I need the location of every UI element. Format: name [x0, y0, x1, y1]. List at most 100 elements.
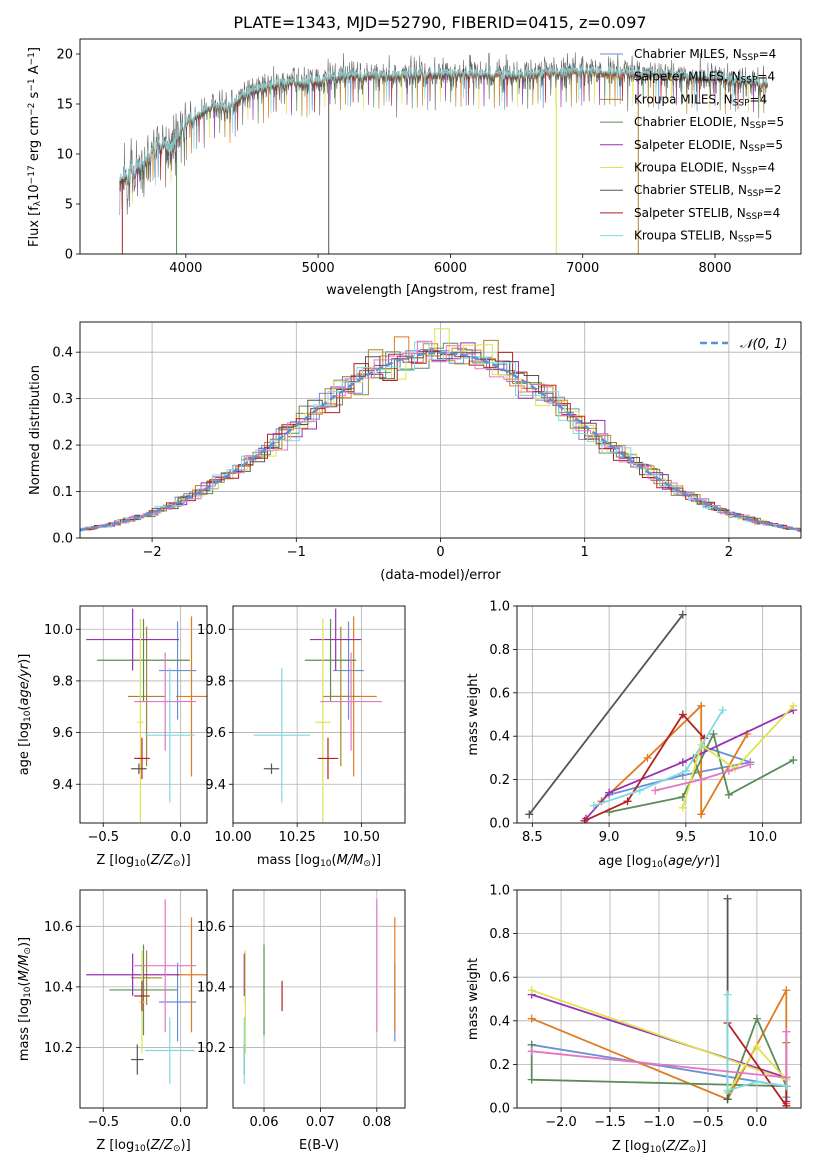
y-tick-label: 0.0 — [489, 817, 510, 832]
x-tick-label: 10.00 — [214, 830, 251, 845]
panel-mass_vs_Z: −0.5 0.0 10.2 10.4 10.6 Z [log10(Z/Z⊙)] mass [… — [17, 889, 208, 1154]
x-tick-label: 4000 — [169, 261, 202, 276]
plot-area — [119, 52, 768, 254]
axes-frame — [232, 605, 406, 824]
y-tick-label: 9.4 — [205, 778, 226, 793]
legend-entry: Kroupa ELODIE, NSSP=4 — [634, 161, 775, 177]
error-bar-point — [134, 737, 150, 780]
error-bar-point — [128, 626, 166, 767]
weight-marker — [678, 758, 687, 767]
y-tick-label: 0.6 — [489, 971, 510, 986]
weight-marker — [782, 1073, 791, 1082]
error-bar-point — [134, 899, 197, 1033]
y-axis-label: mass weight — [466, 673, 481, 755]
plot-area — [86, 608, 207, 823]
y-tick-label: 0.6 — [489, 686, 510, 701]
y-tick-label: 9.6 — [205, 726, 226, 741]
weight-marker — [635, 786, 644, 795]
weight-marker — [789, 701, 798, 710]
legend-entry: Kroupa STELIB, NSSP=5 — [634, 229, 772, 245]
x-tick-label: −1 — [287, 545, 306, 560]
x-tick-label: 10.25 — [279, 830, 316, 845]
x-tick-label: 5000 — [302, 261, 335, 276]
y-axis-label: age [log10(age/yr)] — [17, 654, 33, 776]
weight-marker — [678, 610, 687, 619]
error-bar-point — [322, 626, 359, 767]
y-tick-label: 10.6 — [44, 920, 73, 935]
error-bar-point — [263, 763, 280, 774]
y-tick-label: 9.8 — [205, 674, 226, 689]
weight-marker — [782, 1027, 791, 1036]
panel-weights_vs_age: 8.5 9.0 9.5 10.0 0.0 0.2 0.4 0.6 0.8 1.0 age [log1… — [466, 600, 802, 870]
weight-marker — [527, 986, 536, 995]
error-bar-point — [145, 1017, 195, 1084]
axes-frame — [79, 889, 208, 1109]
weight-series-line — [726, 994, 787, 1092]
weight-marker — [789, 756, 798, 765]
legend-entry: Chabrier ELODIE, NSSP=5 — [634, 115, 784, 131]
x-tick-label: 0.0 — [170, 830, 191, 845]
weight-marker — [580, 816, 589, 823]
weight-marker — [697, 810, 706, 819]
error-bar-point — [304, 618, 357, 702]
y-tick-label: 10 — [56, 148, 73, 163]
error-bar-point — [137, 618, 144, 823]
y-axis-label: Normed distribution — [28, 365, 43, 495]
weight-series-line — [593, 709, 724, 807]
weight-marker — [623, 797, 632, 806]
error-bar-point — [134, 652, 197, 751]
weight-marker — [723, 990, 732, 999]
legend-entry: Salpeter ELODIE, NSSP=5 — [634, 138, 783, 154]
x-tick-label: 2 — [725, 545, 733, 560]
x-tick-label: 10.50 — [343, 830, 380, 845]
y-axis-label: Flux [fλ10−17 erg cm−2 s−1 A−1] — [27, 47, 43, 247]
weight-series-line — [608, 746, 754, 796]
panel-residuals: −2 −1 0 1 2 0.0 0.1 0.2 0.3 0.4 (data-model)/error… — [28, 321, 802, 583]
weight-marker — [527, 1075, 536, 1084]
x-tick-label: 0.06 — [250, 1115, 279, 1130]
weight-series-line — [528, 614, 684, 815]
x-tick-label: −2.0 — [545, 1115, 577, 1130]
y-tick-label: 20 — [56, 48, 73, 63]
weight-marker — [678, 710, 687, 719]
error-bar-point — [315, 618, 331, 823]
x-tick-label: 8.5 — [522, 830, 543, 845]
error-bar-point — [158, 621, 197, 720]
weight-marker — [724, 790, 733, 799]
x-tick-label: 10.0 — [748, 830, 777, 845]
x-tick-label: 0.0 — [170, 1115, 191, 1130]
x-axis-label: E(B-V) — [299, 1138, 339, 1153]
legend: Chabrier MILES, NSSP=4 Salpeter MILES, NS… — [600, 47, 784, 245]
y-tick-label: 1.0 — [489, 600, 510, 615]
x-tick-label: −0.5 — [87, 830, 119, 845]
figure-title: PLATE=1343, MJD=52790, FIBERID=0415, z=0… — [233, 13, 646, 32]
weight-marker — [746, 760, 755, 769]
legend-entry: 𝒩(0, 1) — [740, 337, 787, 352]
y-tick-label: 0.0 — [489, 1102, 510, 1117]
error-bar-point — [333, 621, 364, 720]
y-tick-label: 0.4 — [52, 346, 73, 361]
x-tick-label: 9.5 — [676, 830, 697, 845]
legend-entry: Chabrier STELIB, NSSP=2 — [634, 183, 782, 199]
weight-marker — [752, 1042, 761, 1051]
axes-frame — [79, 38, 802, 255]
y-tick-label: 10.0 — [44, 623, 73, 638]
y-tick-label: 10.2 — [44, 1041, 73, 1056]
weight-series-line — [681, 705, 794, 809]
panel-age_vs_mass: 10.00 10.25 10.50 9.4 9.6 9.8 10.0 mass [log10(… — [197, 605, 406, 869]
plot-area — [86, 899, 207, 1084]
y-tick-label: 5 — [65, 198, 73, 213]
axes-frame — [232, 889, 406, 1109]
x-tick-label: 0.08 — [362, 1115, 391, 1130]
weight-marker — [651, 786, 660, 795]
error-bar-point — [317, 737, 339, 780]
plot-area — [253, 608, 382, 823]
legend-entry: Salpeter STELIB, NSSP=4 — [634, 206, 780, 222]
x-tick-label: 8000 — [698, 261, 731, 276]
weight-marker — [724, 766, 733, 775]
x-tick-label: 0 — [436, 545, 444, 560]
y-tick-label: 0.8 — [489, 927, 510, 942]
x-tick-label: −1.5 — [594, 1115, 626, 1130]
y-tick-label: 9.8 — [52, 674, 73, 689]
x-axis-label: Z [log10(Z/Z⊙)] — [612, 1139, 706, 1155]
